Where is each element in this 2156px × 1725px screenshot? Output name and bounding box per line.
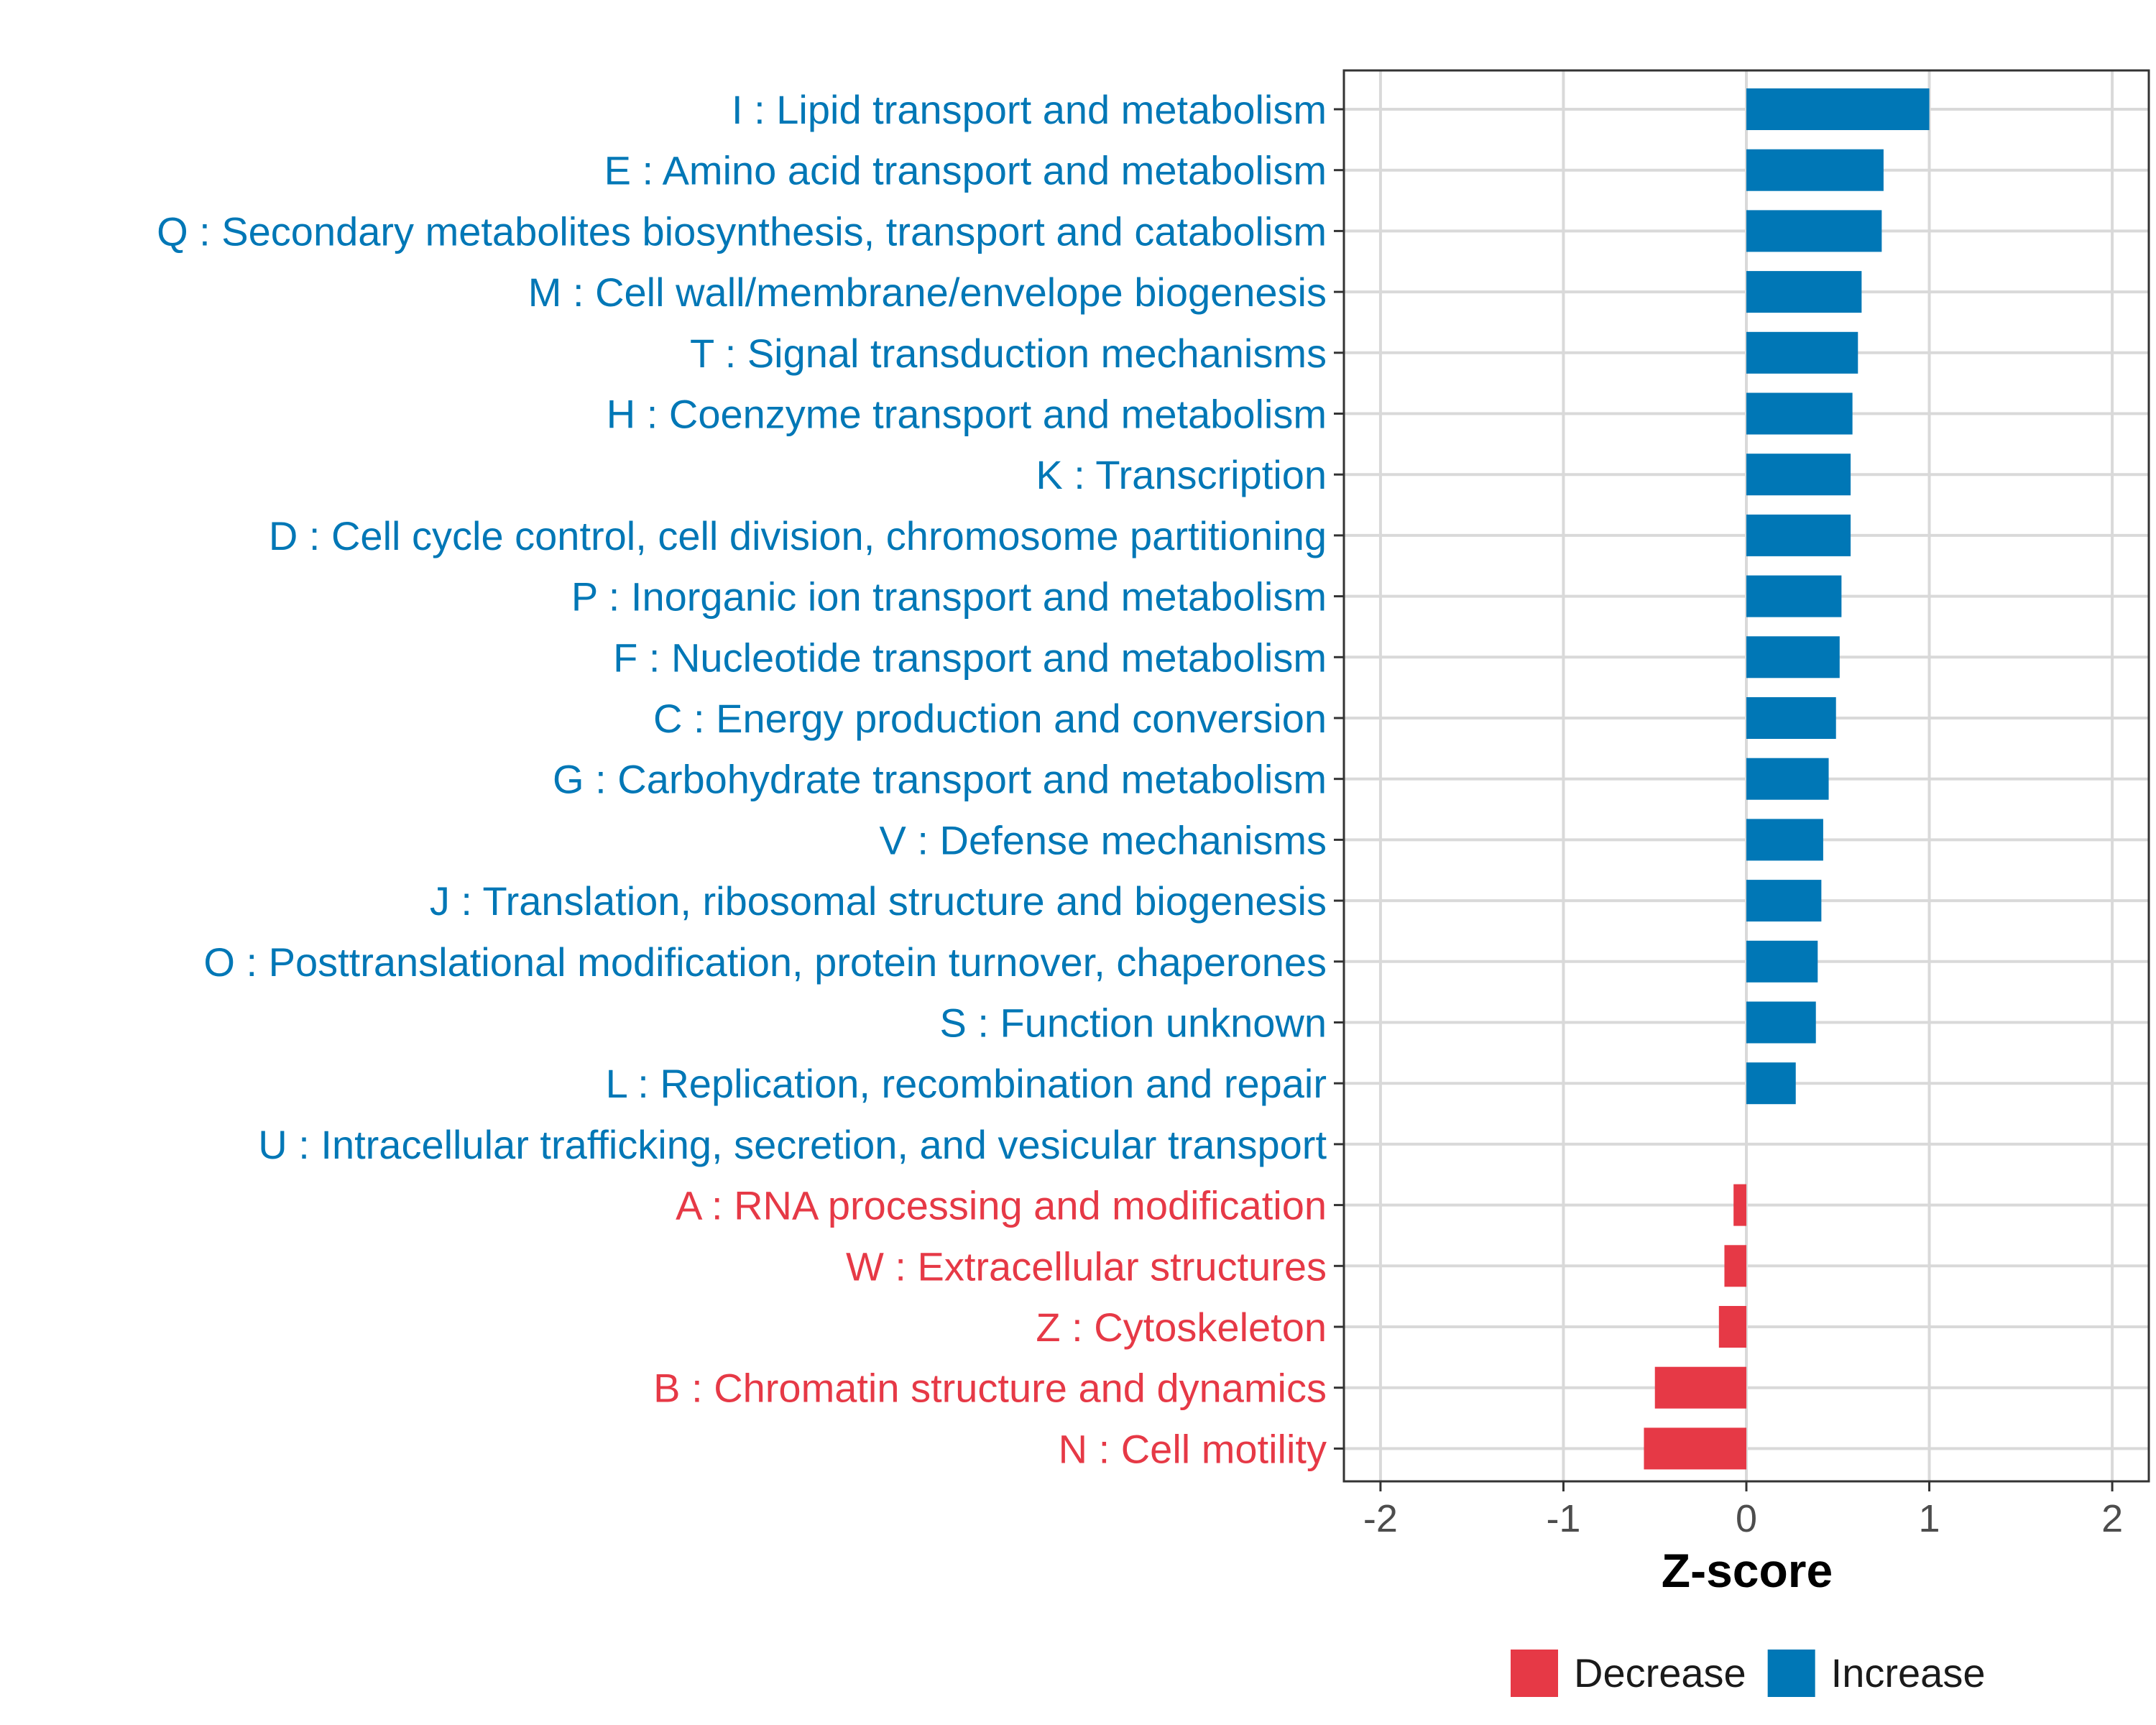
x-tick-label: 0 xyxy=(1736,1497,1757,1540)
x-tick-label: -2 xyxy=(1363,1497,1398,1540)
bar xyxy=(1746,454,1851,496)
category-label: Z : Cytoskeleton xyxy=(1036,1305,1327,1350)
bar xyxy=(1746,1062,1796,1105)
bar xyxy=(1746,758,1829,800)
y-axis-ticks: I : Lipid transport and metabolism E : Am… xyxy=(157,87,1344,1471)
legend-label: Increase xyxy=(1831,1650,1986,1696)
category-label: O : Posttranslational modification, prot… xyxy=(203,939,1327,985)
legend-swatch xyxy=(1767,1650,1815,1697)
x-tick-label: -1 xyxy=(1546,1497,1580,1540)
category-label: M : Cell wall/membrane/envelope biogenes… xyxy=(528,270,1327,315)
bar xyxy=(1724,1245,1746,1287)
bar xyxy=(1746,271,1862,313)
bar xyxy=(1746,514,1851,556)
bar xyxy=(1746,392,1853,435)
bar xyxy=(1654,1366,1746,1409)
x-axis-ticks: -2 -1 0 1 2 xyxy=(1363,1481,2123,1540)
category-label: J : Translation, ribosomal structure and… xyxy=(430,878,1327,924)
bar xyxy=(1746,575,1842,617)
bar xyxy=(1718,1306,1746,1348)
category-label: V : Defense mechanisms xyxy=(880,817,1327,862)
bar xyxy=(1746,1001,1816,1044)
category-label: U : Intracellular trafficking, secretion… xyxy=(258,1122,1327,1167)
category-label: B : Chromatin structure and dynamics xyxy=(653,1366,1327,1411)
category-label: F : Nucleotide transport and metabolism xyxy=(613,635,1327,680)
bar xyxy=(1746,819,1823,861)
bar xyxy=(1746,636,1840,678)
bar xyxy=(1746,940,1818,983)
category-label: N : Cell motility xyxy=(1059,1426,1327,1471)
category-label: S : Function unknown xyxy=(939,1000,1327,1046)
category-label: A : RNA processing and modification xyxy=(676,1183,1327,1228)
legend-swatch xyxy=(1511,1650,1558,1697)
category-label: L : Replication, recombination and repai… xyxy=(606,1061,1327,1106)
legend: Decrease Increase xyxy=(1511,1650,1985,1697)
category-label: G : Carbohydrate transport and metabolis… xyxy=(553,757,1327,802)
bar xyxy=(1746,88,1930,130)
category-label: T : Signal transduction mechanisms xyxy=(690,331,1327,376)
bar xyxy=(1746,149,1884,191)
bar xyxy=(1746,331,1858,374)
bar xyxy=(1644,1427,1746,1470)
category-label: E : Amino acid transport and metabolism xyxy=(604,148,1327,193)
bars xyxy=(1644,88,1930,1470)
category-label: I : Lipid transport and metabolism xyxy=(732,87,1327,132)
category-label: Q : Secondary metabolites biosynthesis, … xyxy=(157,208,1327,254)
bar xyxy=(1746,210,1882,252)
bar xyxy=(1746,880,1822,922)
x-axis-title: Z-score xyxy=(1662,1544,1833,1597)
category-label: P : Inorganic ion transport and metaboli… xyxy=(571,574,1327,620)
category-label: K : Transcription xyxy=(1036,452,1327,497)
category-label: D : Cell cycle control, cell division, c… xyxy=(269,513,1327,558)
x-tick-label: 1 xyxy=(1919,1497,1940,1540)
category-label: W : Extracellular structures xyxy=(846,1243,1327,1289)
category-label: C : Energy production and conversion xyxy=(653,696,1327,741)
category-label: H : Coenzyme transport and metabolism xyxy=(607,392,1327,437)
legend-label: Decrease xyxy=(1574,1650,1746,1696)
bar xyxy=(1733,1184,1746,1226)
bar xyxy=(1746,697,1836,739)
x-tick-label: 2 xyxy=(2101,1497,2123,1540)
